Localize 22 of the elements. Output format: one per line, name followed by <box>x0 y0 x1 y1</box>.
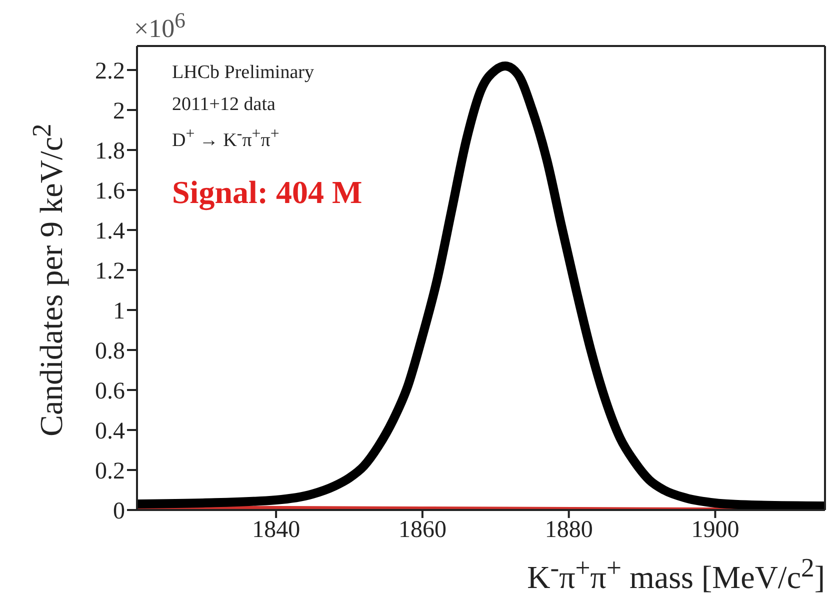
y-tick-label: 1.4 <box>95 218 125 245</box>
y-tick-label: 0.8 <box>95 338 125 365</box>
x-tick-label: 1900 <box>691 517 740 544</box>
text: K$^{-}$π$^{+}$π$^{+}$ mass [MeV/c$^{2}$] <box>527 552 825 595</box>
annotation: D$^{+}$ → K$^{-}$π$^{+}$π$^{+}$ <box>172 126 280 152</box>
y-tick-label: 1.8 <box>95 138 125 165</box>
text: ×10$^{6}$ <box>134 8 186 43</box>
y-tick-label: 1.2 <box>95 258 125 285</box>
annotation: 2011+12 data <box>172 94 276 115</box>
x-tick-label: 1880 <box>544 517 593 544</box>
y-tick-label: 0 <box>113 498 125 525</box>
y-tick-label: 0.4 <box>95 418 125 445</box>
y-tick-label: 2.2 <box>95 58 125 85</box>
y-tick-label: 0.2 <box>95 458 125 485</box>
annotation: Signal: 404 M <box>172 174 362 210</box>
y-tick-label: 1.6 <box>95 178 125 205</box>
annotation: LHCb Preliminary <box>172 62 314 83</box>
y-tick-label: 0.6 <box>95 378 125 405</box>
x-tick-label: 1860 <box>398 517 446 544</box>
y-tick-label: 2 <box>113 98 125 125</box>
y-tick-label: 1 <box>113 298 125 325</box>
x-tick-label: 1840 <box>252 517 300 544</box>
